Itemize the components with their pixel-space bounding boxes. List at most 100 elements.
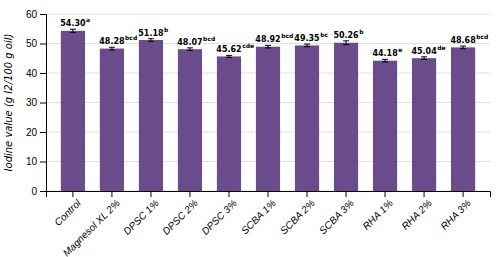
data-label: 48.68: [450, 36, 476, 45]
superscript-label: bcd: [476, 33, 488, 40]
y-tick: 60: [26, 9, 46, 20]
x-tick-mark: [346, 191, 347, 197]
bar: [178, 49, 202, 191]
error-bar-cap: [304, 44, 310, 45]
x-tick-mark: [189, 191, 190, 197]
x-tick-label: Control: [52, 197, 83, 228]
x-tick-mark: [228, 191, 229, 197]
x-tick: RHA 2%: [399, 191, 434, 232]
chart: 0 10 20 30 40 50 60 ControlMagnesol XL 2%DPSC 1…: [0, 0, 500, 257]
x-tick-label: DPSC 1%: [121, 197, 161, 237]
y-tick-label: 50: [26, 38, 38, 49]
superscript-label: bc: [320, 31, 328, 38]
y-tick-mark: [40, 44, 46, 45]
x-tick: RHA 3%: [438, 191, 473, 232]
bar: [217, 56, 241, 191]
bar: [451, 47, 475, 191]
error-bar-cap: [109, 49, 115, 50]
x-tick-label: RHA 2%: [399, 197, 434, 232]
error-bar-cap: [265, 45, 271, 46]
data-label: 54.30: [60, 19, 86, 28]
x-tick: Magnesol XL 2%: [61, 191, 122, 257]
bar: [139, 40, 163, 191]
x-tick-mark: [111, 191, 112, 197]
superscript-label: a: [86, 16, 90, 23]
error-bar-cap: [148, 38, 154, 39]
y-tick: 30: [26, 97, 46, 108]
superscript-label: bcd: [203, 35, 215, 42]
x-tick-mark: [72, 191, 73, 197]
y-tick-label: 60: [26, 9, 38, 20]
y-tick-label: 40: [26, 68, 38, 79]
x-tick-label: SCBA 2%: [278, 197, 317, 236]
error-bar: [109, 47, 115, 50]
grid: [46, 14, 490, 191]
x-tick-label: RHA 3%: [438, 197, 473, 232]
x-tick-mark: [150, 191, 151, 197]
bar: [100, 49, 124, 191]
x-axis: ControlMagnesol XL 2%DPSC 1%DPSC 2%DPSC …: [47, 191, 491, 257]
data-label: 50.26: [333, 31, 359, 40]
error-bar-cap: [460, 46, 466, 47]
y-tick-mark: [40, 73, 46, 74]
superscript-label: b: [164, 26, 169, 33]
error-bar-cap: [226, 57, 232, 58]
x-tick: SCBA 2%: [278, 191, 317, 236]
data-label: 48.28: [99, 37, 125, 46]
y-axis: 0 10 20 30 40 50 60: [26, 9, 47, 197]
error-bar-cap: [460, 48, 466, 49]
y-tick-label: 20: [26, 127, 38, 138]
error-bar-cap: [148, 41, 154, 42]
error-bar: [421, 57, 427, 60]
y-tick-mark: [40, 14, 46, 15]
data-label: 48.92: [255, 35, 280, 44]
x-tick-mark: [268, 191, 269, 197]
error-bar-cap: [421, 59, 427, 60]
error-bar: [148, 39, 154, 42]
x-tick-label: Magnesol XL 2%: [61, 197, 122, 257]
y-tick-label: 10: [26, 156, 38, 167]
y-axis-line: [40, 15, 47, 192]
x-axis-line: [47, 192, 491, 198]
x-tick-label: SCBA 3%: [317, 197, 356, 236]
bar: [61, 31, 85, 191]
x-tick: Control: [52, 191, 83, 228]
data-label: 49.35: [294, 34, 320, 43]
x-tick: SCBA 1%: [239, 191, 278, 236]
y-tick-mark: [40, 162, 46, 163]
bar: [412, 58, 436, 191]
y-tick-label: 0: [31, 186, 37, 197]
error-bar-cap: [265, 48, 271, 49]
y-tick-label: 30: [26, 97, 38, 108]
grid-line: [46, 14, 490, 15]
y-axis-title: Iodine value (g I2/100 g oil): [3, 34, 14, 172]
x-tick-mark: [307, 191, 308, 197]
data-label: 45.04: [411, 47, 437, 56]
y-tick-mark: [40, 191, 46, 192]
data-label: 44.18: [372, 49, 398, 58]
error-bar-cap: [187, 50, 193, 51]
data-label: 48.07: [177, 38, 202, 47]
error-bar: [343, 41, 349, 45]
superscript-label: bcd: [281, 32, 293, 39]
y-tick: 40: [26, 68, 46, 79]
error-bar-cap: [382, 61, 388, 62]
error-bar-cap: [304, 46, 310, 47]
superscript-label: de: [437, 44, 445, 51]
error-bar: [70, 29, 76, 32]
error-bar: [226, 55, 232, 57]
x-tick: SCBA 3%: [317, 191, 356, 236]
x-tick-mark: [424, 191, 425, 197]
x-tick-label: DPSC 2%: [160, 197, 200, 237]
x-tick-mark: [463, 191, 464, 197]
y-tick: 20: [26, 127, 46, 138]
error-bar-cap: [382, 59, 388, 60]
data-label: 45.62: [216, 45, 241, 54]
superscript-label: b: [359, 28, 364, 35]
error-bar-cap: [70, 32, 76, 33]
x-tick: DPSC 3%: [199, 191, 239, 237]
y-tick: 10: [26, 156, 46, 167]
error-bar-cap: [421, 56, 427, 57]
superscript-label: e: [398, 46, 402, 53]
bars: [61, 29, 475, 191]
